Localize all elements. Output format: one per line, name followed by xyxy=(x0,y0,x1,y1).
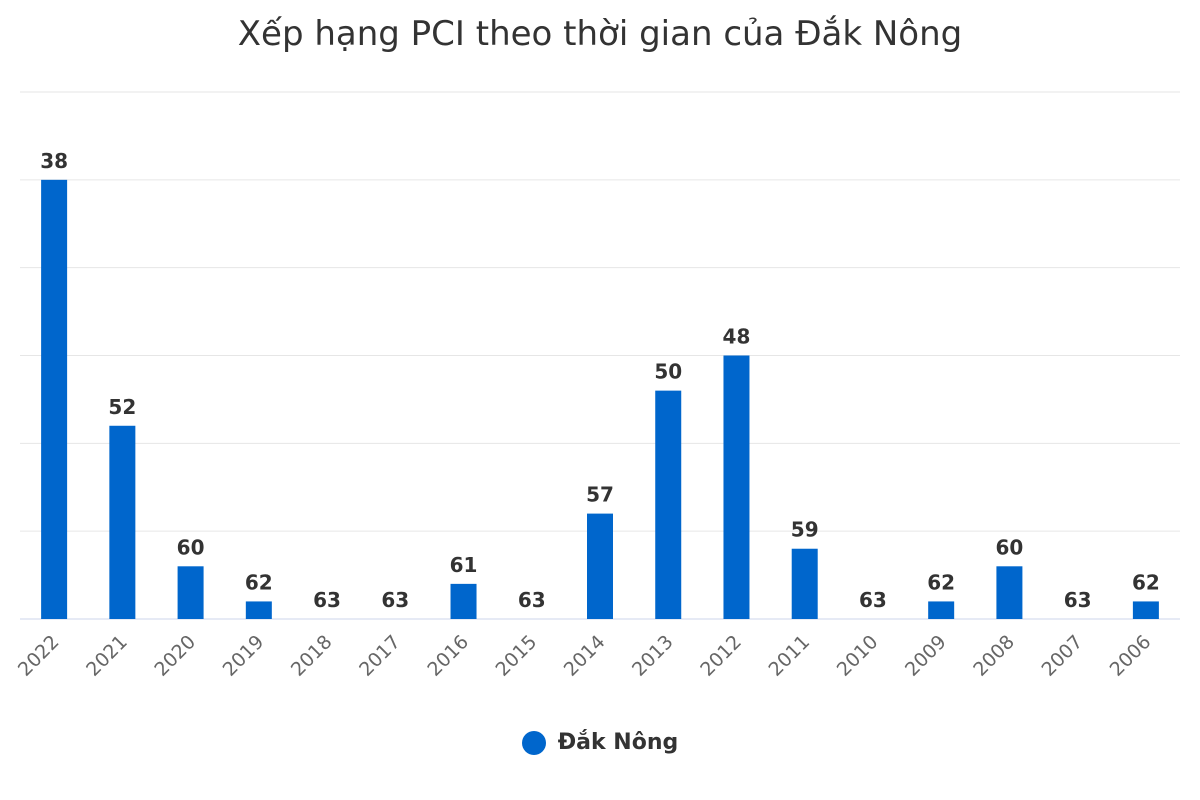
data-label-2012: 48 xyxy=(723,325,751,349)
data-label-2018: 63 xyxy=(313,588,341,612)
x-tick-label-2021: 2021 xyxy=(82,631,132,681)
data-labels: 38 52 60 62 63 63 61 63 57 50 48 59 63 62 60 63 62 xyxy=(40,149,1160,612)
bars xyxy=(41,179,1159,620)
x-tick-label-2006: 2006 xyxy=(1106,631,1156,681)
legend[interactable]: Đắk Nông xyxy=(0,730,1200,755)
data-label-2014: 57 xyxy=(586,483,614,507)
data-label-2011: 59 xyxy=(791,518,819,542)
bar-2021[interactable] xyxy=(109,425,136,619)
legend-label: Đắk Nông xyxy=(557,730,679,755)
x-tick-label-2019: 2019 xyxy=(219,631,269,681)
x-tick-label-2008: 2008 xyxy=(969,631,1019,681)
x-tick-label-2010: 2010 xyxy=(833,631,883,681)
data-label-2009: 62 xyxy=(927,570,955,594)
x-axis-tick-labels: 2022 2021 2020 2019 2018 2017 2016 2015 2014 2013… xyxy=(14,631,1156,681)
data-label-2016: 61 xyxy=(450,553,478,577)
data-label-2006: 62 xyxy=(1132,570,1160,594)
bar-2006[interactable] xyxy=(1132,601,1159,619)
bar-2008[interactable] xyxy=(996,566,1023,619)
x-tick-label-2022: 2022 xyxy=(14,631,64,681)
data-label-2021: 52 xyxy=(108,395,136,419)
data-label-2020: 60 xyxy=(177,535,205,559)
data-label-2017: 63 xyxy=(381,588,409,612)
x-tick-label-2017: 2017 xyxy=(355,631,405,681)
x-tick-label-2013: 2013 xyxy=(628,631,678,681)
bar-2022[interactable] xyxy=(41,179,68,620)
data-label-2007: 63 xyxy=(1064,588,1092,612)
data-label-2013: 50 xyxy=(654,360,682,384)
chart-title: Xếp hạng PCI theo thời gian của Đắk Nông xyxy=(237,14,963,54)
data-label-2010: 63 xyxy=(859,588,887,612)
bar-2016[interactable] xyxy=(450,583,477,619)
bar-2014[interactable] xyxy=(587,513,613,619)
bar-2009[interactable] xyxy=(928,601,955,619)
bar-2011[interactable] xyxy=(791,548,818,619)
x-tick-label-2015: 2015 xyxy=(492,631,542,681)
x-tick-label-2020: 2020 xyxy=(150,631,200,681)
data-label-2022: 38 xyxy=(40,149,68,173)
bar-2012[interactable] xyxy=(723,355,750,620)
x-tick-label-2009: 2009 xyxy=(901,631,951,681)
bar-2019[interactable] xyxy=(245,601,272,619)
bar-2020[interactable] xyxy=(177,566,204,619)
data-label-2008: 60 xyxy=(995,535,1023,559)
bar-2013[interactable] xyxy=(655,390,682,619)
x-tick-label-2018: 2018 xyxy=(287,631,337,681)
x-tick-label-2016: 2016 xyxy=(423,631,473,681)
x-tick-label-2007: 2007 xyxy=(1037,631,1087,681)
x-tick-label-2014: 2014 xyxy=(560,631,610,681)
x-tick-label-2012: 2012 xyxy=(696,631,746,681)
data-label-2019: 62 xyxy=(245,570,273,594)
data-label-2015: 63 xyxy=(518,588,546,612)
legend-marker-icon xyxy=(521,730,546,755)
x-tick-label-2011: 2011 xyxy=(764,631,814,681)
